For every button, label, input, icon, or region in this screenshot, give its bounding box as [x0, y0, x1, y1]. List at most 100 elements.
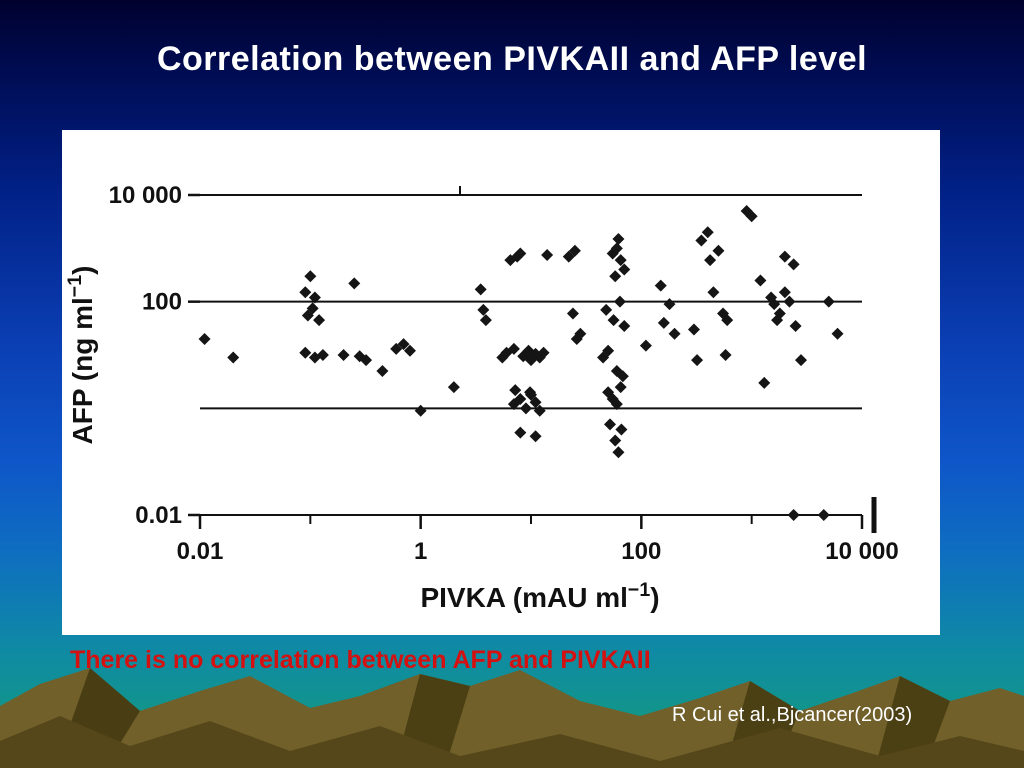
scatter-point: [479, 314, 492, 327]
scatter-point: [787, 258, 800, 271]
scatter-point: [574, 327, 587, 340]
scatter-point: [831, 327, 844, 340]
scatter-point: [507, 398, 520, 411]
scatter-point: [712, 244, 725, 257]
scatter-point: [787, 509, 800, 521]
scatter-point: [778, 250, 791, 263]
scatter-point: [609, 434, 622, 447]
caption-text: There is no correlation between AFP and …: [70, 646, 651, 674]
scatter-point: [308, 291, 321, 304]
scatter-point: [614, 254, 627, 267]
scatter-point: [474, 283, 487, 296]
scatter-point: [507, 342, 520, 355]
scatter-point: [771, 314, 784, 327]
scatter-point: [533, 404, 546, 417]
y-axis-tick-label: 100: [142, 289, 182, 316]
scatter-point: [773, 307, 786, 320]
scatter-point: [657, 316, 670, 329]
scatter-point: [541, 248, 554, 261]
slide-title: Correlation between PIVKAII and AFP leve…: [156, 40, 868, 78]
scatter-point: [612, 446, 625, 459]
scatter-point: [500, 346, 513, 359]
scatter-point: [304, 270, 317, 283]
chart-panel: 0.01 1 100 10 000 10 000 100 0.01 PIVKA (mAU ml…: [62, 130, 940, 635]
scatter-point: [616, 370, 629, 383]
scatter-point: [514, 392, 527, 405]
scatter-point: [529, 396, 542, 409]
mountain-decoration: [0, 668, 1024, 768]
scatter-point: [606, 247, 619, 260]
x-axis-tick-label: 1: [414, 538, 427, 565]
y-axis-tick-label: 10 000: [109, 182, 182, 209]
scatter-point: [719, 349, 732, 361]
scatter-point: [537, 346, 550, 359]
scatter-point: [707, 286, 720, 299]
x-axis-tick-label: 10 000: [825, 538, 898, 565]
scatter-point: [514, 247, 527, 260]
scatter-point: [609, 270, 622, 283]
scatter-point: [754, 274, 767, 287]
scatter-point: [687, 323, 700, 336]
scatter-point: [360, 354, 373, 367]
citation-text: R Cui et al.,Bjcancer(2003): [672, 704, 913, 726]
scatter-point: [615, 423, 628, 436]
scatter-point: [691, 354, 704, 367]
scatter-point: [822, 295, 835, 308]
scatter-point: [721, 314, 734, 327]
scatter-point: [376, 365, 389, 378]
scatter-point: [447, 381, 460, 394]
scatter-point: [610, 398, 623, 411]
scatter-chart: 0.01 1 100 10 000 10 000 100 0.01 PIVKA (mAU ml…: [64, 182, 899, 613]
scatter-point: [397, 338, 410, 351]
scatter-point: [613, 295, 626, 308]
scatter-point: [663, 298, 676, 311]
y-axis-title: AFP (ng ml−1): [64, 266, 98, 445]
scatter-point: [566, 307, 579, 320]
scatter-point: [783, 295, 796, 308]
scatter-point: [313, 314, 326, 327]
x-axis-tick-label: 0.01: [177, 538, 224, 565]
mountain-ridge-front: [0, 716, 1024, 768]
scatter-point: [299, 346, 312, 359]
scatter-point: [514, 426, 527, 439]
scatter-point: [529, 347, 542, 360]
scatter-point: [795, 354, 808, 367]
scatter-point: [525, 354, 537, 367]
scatter-point: [299, 286, 312, 299]
scatter-point: [403, 344, 416, 357]
scatter-point: [701, 226, 714, 239]
scatter-point: [198, 332, 211, 345]
scatter-point: [348, 277, 361, 290]
scatter-point: [618, 319, 631, 332]
scatter-point: [778, 286, 791, 299]
scatter-point: [654, 279, 667, 292]
scatter-point: [600, 303, 613, 316]
scatter-point: [390, 342, 403, 355]
x-axis-title: PIVKA (mAU ml−1): [420, 579, 659, 613]
scatter-point: [639, 339, 652, 352]
scatter-point: [525, 388, 537, 401]
scatter-point: [509, 384, 522, 397]
scatter-point: [568, 244, 581, 257]
scatter-point: [668, 327, 681, 340]
y-axis-tick-label: 0.01: [135, 502, 182, 529]
scatter-point: [695, 234, 708, 247]
scatter-point: [789, 319, 802, 332]
scatter-point: [316, 349, 329, 361]
scatter-point: [337, 349, 350, 361]
scatter-point: [603, 418, 616, 431]
scatter-point: [529, 430, 542, 443]
scatter-point: [704, 254, 717, 267]
scatter-point: [618, 263, 631, 276]
scatter-point: [414, 404, 427, 417]
scatter-point: [745, 210, 758, 223]
scatter-point: [227, 351, 240, 364]
scatter-point: [612, 232, 625, 245]
scatter-point: [602, 344, 615, 357]
scatter-point: [768, 298, 781, 311]
x-axis-tick-label: 100: [621, 538, 661, 565]
scatter-point: [610, 242, 623, 255]
scatter-point: [817, 509, 830, 521]
scatter-point: [607, 314, 620, 327]
